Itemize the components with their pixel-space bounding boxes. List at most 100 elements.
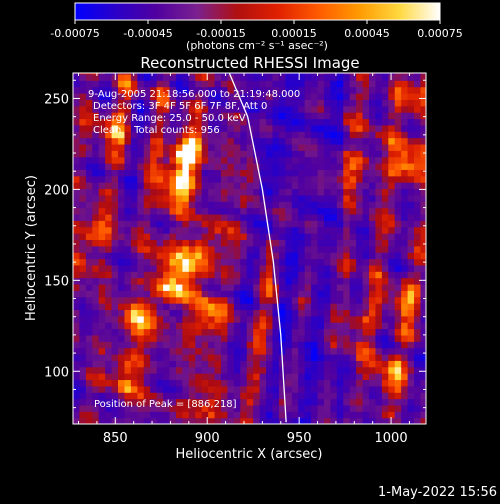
heatmap-cell: [285, 309, 293, 317]
heatmap-cell: [182, 417, 190, 424]
heatmap-cell: [381, 239, 389, 247]
heatmap-cell: [317, 150, 325, 158]
heatmap-cell: [195, 169, 203, 177]
heatmap-cell: [278, 163, 286, 170]
heatmap-cell: [407, 93, 415, 100]
heatmap-cell: [163, 188, 171, 196]
heatmap-cell: [343, 296, 351, 304]
heatmap-cell: [169, 417, 177, 424]
heatmap-cell: [130, 303, 138, 311]
heatmap-cell: [369, 334, 377, 342]
heatmap-cell: [214, 150, 222, 158]
heatmap-cell: [98, 296, 106, 304]
heatmap-cell: [285, 347, 293, 355]
heatmap-cell: [175, 353, 183, 361]
heatmap-cell: [201, 213, 209, 221]
heatmap-cell: [124, 353, 132, 361]
heatmap-cell: [124, 233, 132, 241]
heatmap-cell: [285, 226, 293, 234]
heatmap-cell: [323, 245, 331, 253]
heatmap-cell: [111, 347, 119, 355]
heatmap-cell: [214, 73, 222, 75]
heatmap-cell: [304, 226, 312, 234]
heatmap-cell: [311, 207, 319, 215]
heatmap-cell: [356, 252, 364, 260]
heatmap-cell: [79, 328, 87, 336]
heatmap-cell: [79, 137, 87, 145]
heatmap-cell: [407, 112, 415, 120]
heatmap-cell: [221, 112, 229, 120]
heatmap-cell: [253, 417, 261, 424]
heatmap-cell: [73, 296, 81, 304]
heatmap-cell: [246, 220, 254, 228]
heatmap-cell: [240, 163, 248, 170]
heatmap-cell: [311, 315, 319, 323]
heatmap-cell: [259, 347, 267, 355]
heatmap-cell: [182, 411, 190, 419]
heatmap-cell: [92, 328, 100, 336]
heatmap-cell: [278, 137, 286, 145]
heatmap-cell: [188, 315, 196, 323]
heatmap-cell: [401, 105, 409, 113]
heatmap-cell: [163, 283, 171, 291]
heatmap-cell: [201, 105, 209, 113]
heatmap-cell: [285, 112, 293, 120]
heatmap-cell: [311, 264, 319, 272]
heatmap-cell: [311, 226, 319, 234]
heatmap-cell: [240, 239, 248, 247]
heatmap-cell: [336, 353, 344, 361]
heatmap-cell: [278, 175, 286, 183]
heatmap-cell: [163, 398, 171, 406]
heatmap-cell: [85, 334, 93, 342]
heatmap-cell: [420, 156, 426, 164]
heatmap-cell: [336, 334, 344, 342]
heatmap-cell: [240, 341, 248, 349]
heatmap-cell: [375, 233, 383, 241]
heatmap-cell: [317, 169, 325, 177]
heatmap-cell: [105, 112, 113, 120]
heatmap-cell: [124, 373, 132, 381]
heatmap-cell: [330, 150, 338, 158]
heatmap-cell: [414, 80, 422, 88]
heatmap-cell: [240, 417, 248, 424]
heatmap-cell: [317, 252, 325, 260]
heatmap-cell: [304, 258, 312, 266]
heatmap-cell: [105, 290, 113, 298]
heatmap-cell: [201, 309, 209, 317]
heatmap-cell: [105, 398, 113, 406]
heatmap-cell: [394, 271, 402, 279]
heatmap-cell: [143, 271, 151, 279]
heatmap-cell: [111, 194, 119, 202]
heatmap-cell: [105, 277, 113, 285]
heatmap-cell: [208, 156, 216, 164]
heatmap-cell: [291, 283, 299, 291]
heatmap-cell: [73, 379, 81, 387]
heatmap-cell: [414, 207, 422, 215]
heatmap-cell: [201, 264, 209, 272]
heatmap-cell: [253, 252, 261, 260]
heatmap-cell: [227, 315, 235, 323]
heatmap-cell: [336, 93, 344, 100]
heatmap-cell: [73, 80, 81, 88]
heatmap-cell: [201, 296, 209, 304]
heatmap-cell: [375, 201, 383, 209]
heatmap-cell: [73, 86, 81, 94]
heatmap-cell: [79, 411, 87, 419]
heatmap-cell: [240, 86, 248, 94]
heatmap-cell: [304, 105, 312, 113]
heatmap-cell: [137, 112, 145, 120]
heatmap-cell: [201, 220, 209, 228]
heatmap-cell: [233, 163, 241, 170]
heatmap-cell: [111, 398, 119, 406]
heatmap-cell: [163, 366, 171, 374]
heatmap-cell: [381, 392, 389, 400]
heatmap-cell: [369, 73, 377, 81]
heatmap-cell: [240, 404, 248, 412]
heatmap-cell: [143, 93, 151, 100]
heatmap-cell: [362, 385, 370, 393]
heatmap-cell: [285, 315, 293, 323]
heatmap-cell: [375, 360, 383, 368]
heatmap-cell: [356, 341, 364, 349]
heatmap-cell: [278, 392, 286, 400]
heatmap-cell: [240, 175, 248, 183]
